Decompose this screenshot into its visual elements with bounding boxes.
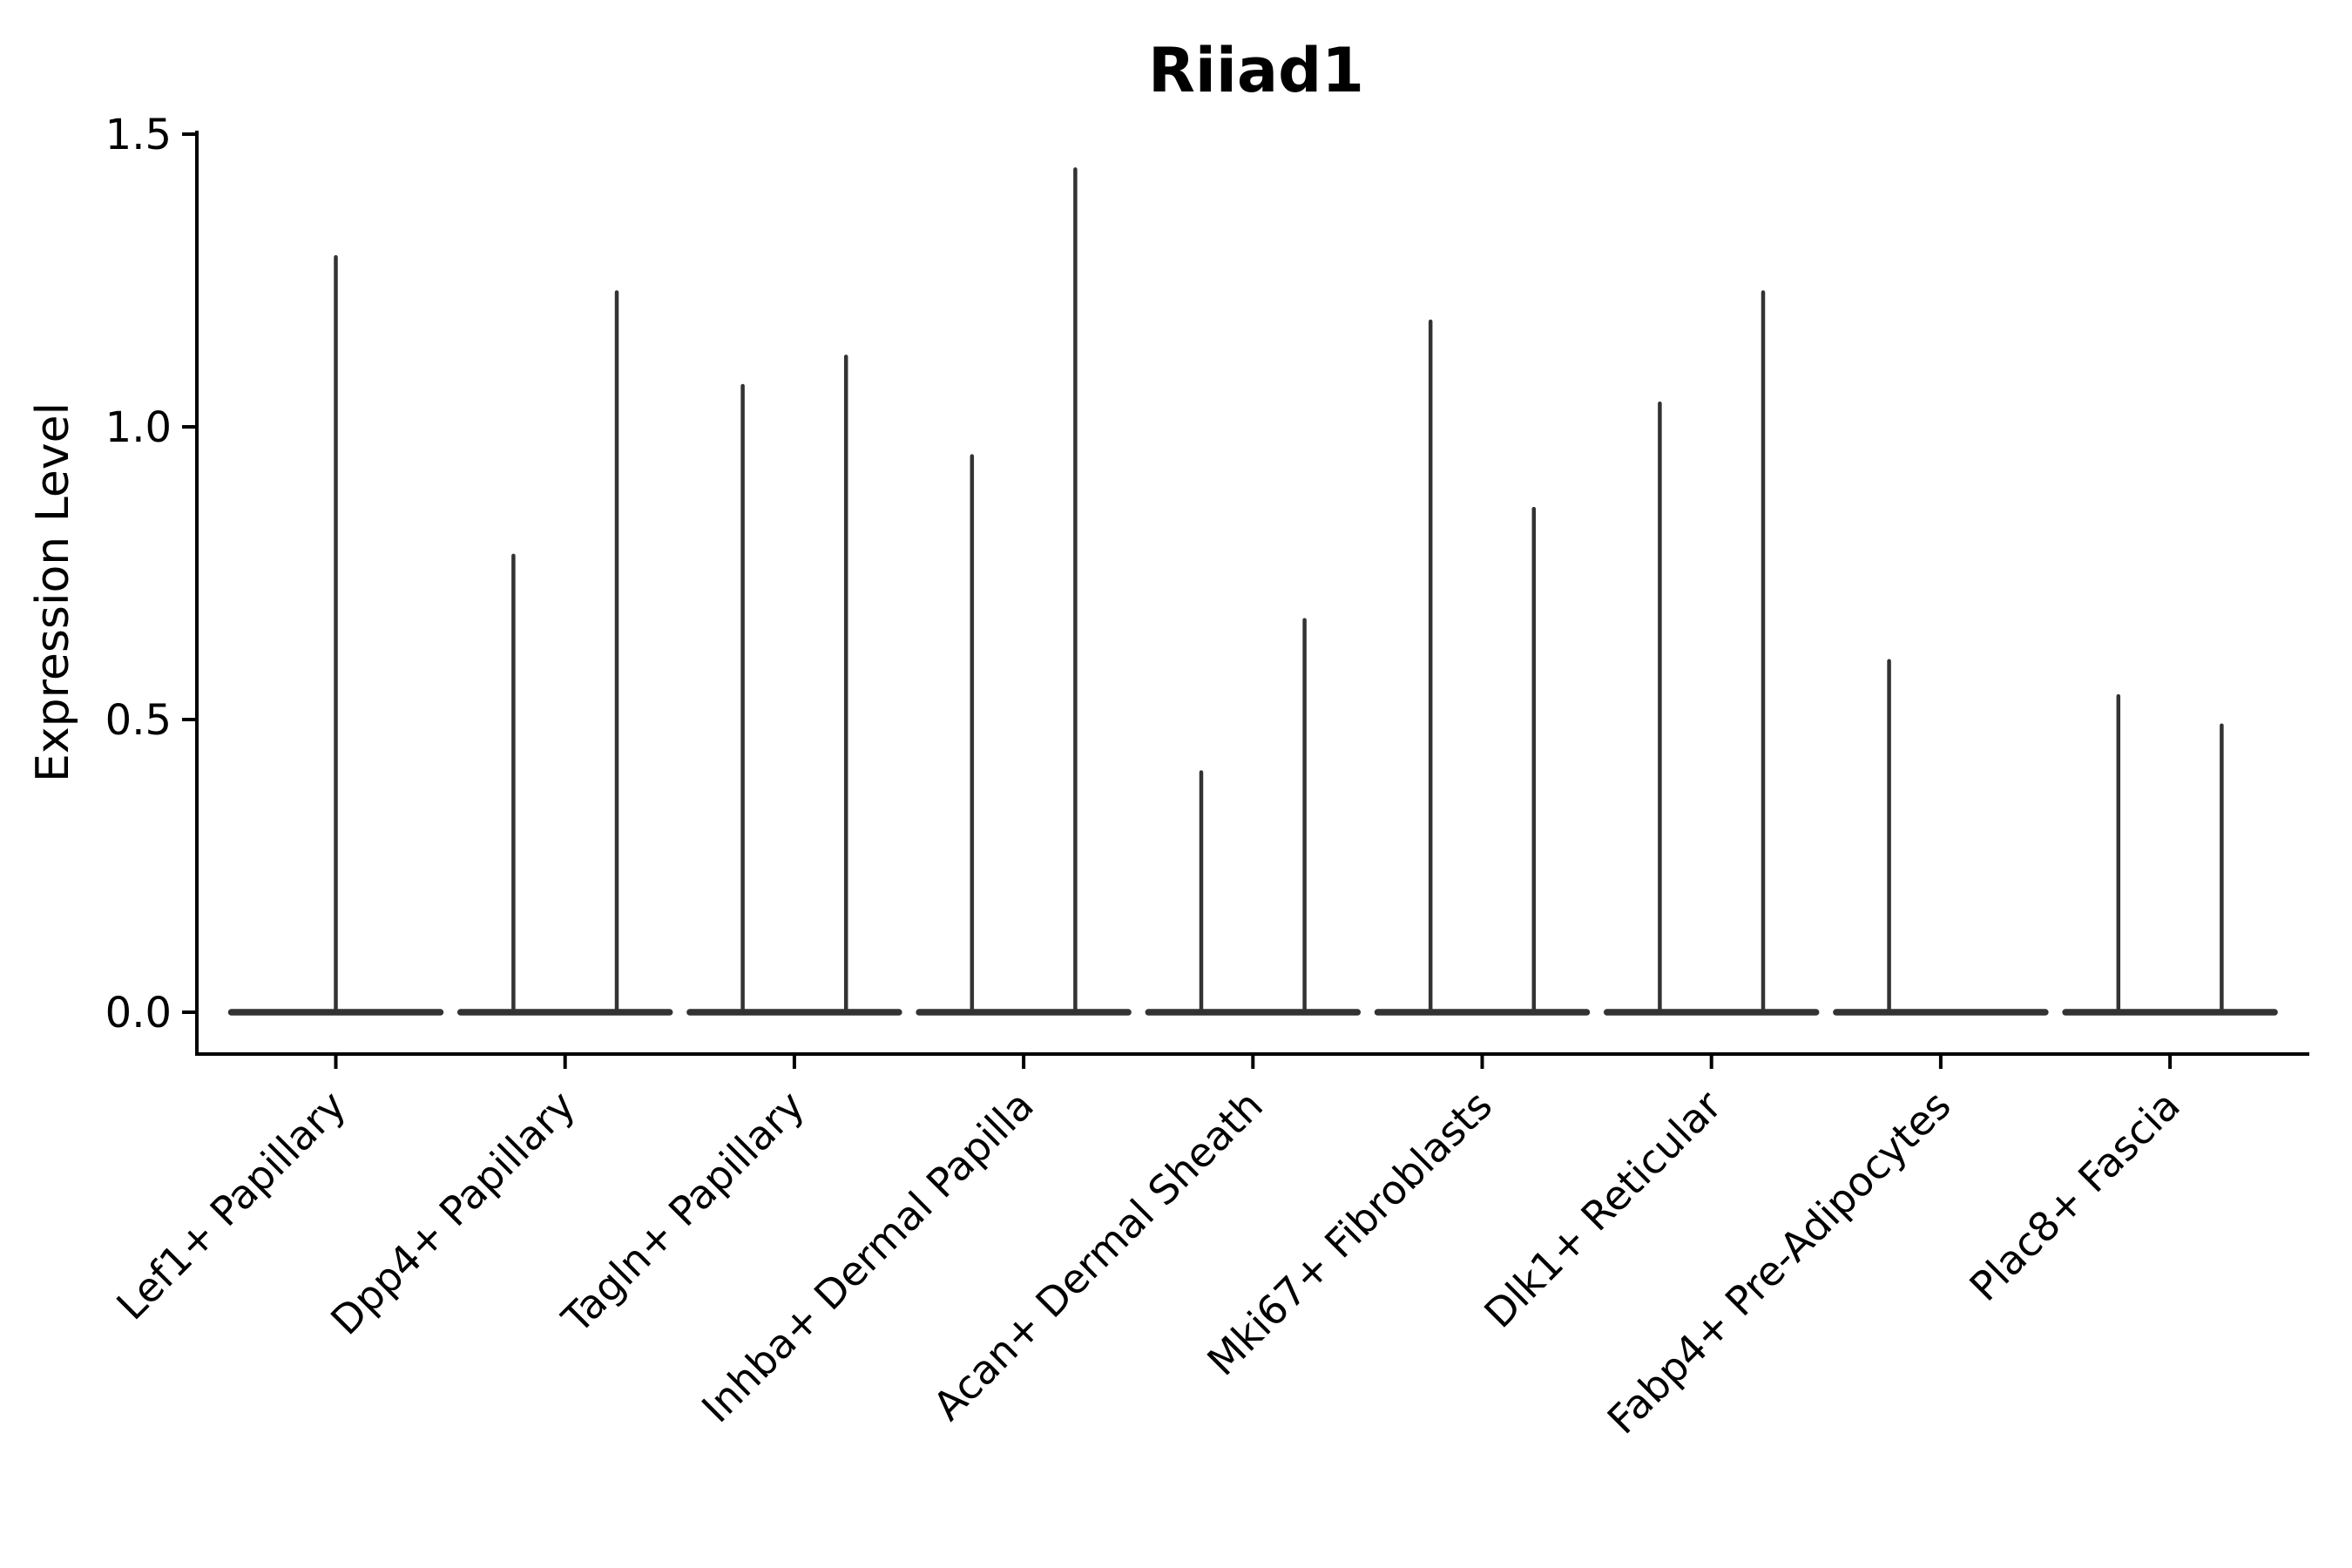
y-axis-label: Expression Level xyxy=(27,402,79,782)
x-tick-label: Dpp4+ Papillary xyxy=(321,1082,584,1344)
x-tick-label: Tagln+ Papillary xyxy=(552,1082,814,1343)
y-tick-label: 1.5 xyxy=(105,111,172,159)
x-tick-label: Dlk1+ Reticular xyxy=(1475,1082,1730,1337)
chart-title: Riiad1 xyxy=(1148,35,1364,106)
y-tick-label: 1.0 xyxy=(105,403,172,452)
x-tick-label: Plac8+ Fascia xyxy=(1960,1082,2188,1310)
y-tick-label: 0.5 xyxy=(105,696,172,745)
y-tick-label: 0.0 xyxy=(105,989,172,1037)
x-tick-label: Lef1+ Papillary xyxy=(107,1082,355,1329)
